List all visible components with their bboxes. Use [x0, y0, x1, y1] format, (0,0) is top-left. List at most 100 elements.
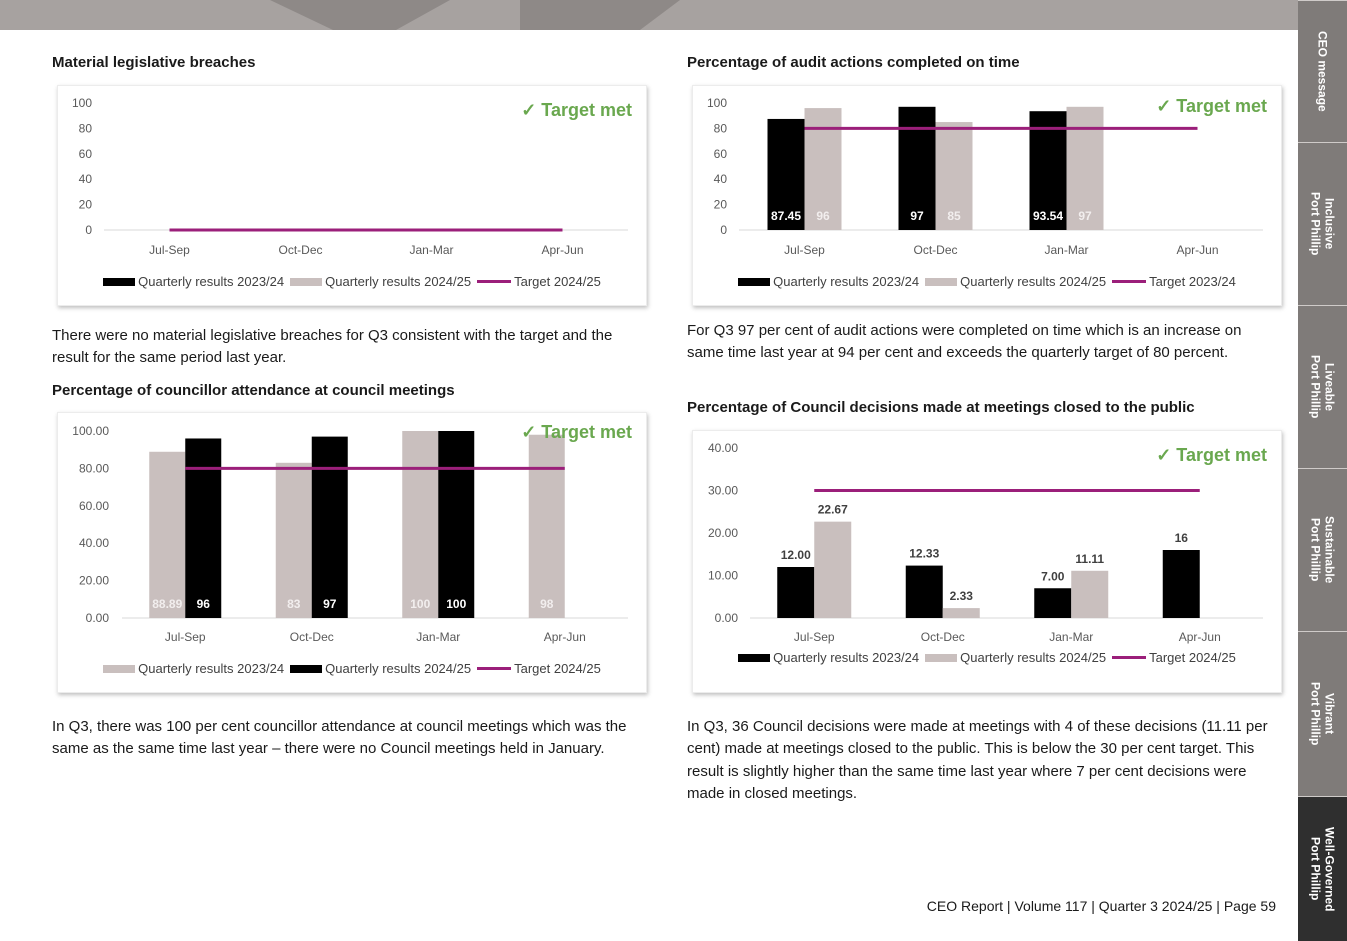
section-tabs: CEO message Inclusive Port Phillip Livea…	[1298, 0, 1347, 941]
tab-label: Vibrant Port Phillip	[1308, 682, 1337, 746]
target-met-label: ✓ Target met	[521, 422, 632, 442]
legend-swatch	[290, 277, 323, 286]
audit-paragraph: For Q3 97 per cent of audit actions were…	[687, 322, 1242, 362]
legend-label: Quarterly results 2024/25	[325, 274, 472, 289]
data-label: 12.33	[909, 547, 939, 561]
x-tick-label: Jan-Mar	[416, 630, 460, 644]
bar	[935, 122, 973, 230]
x-tick-label: Jan-Mar	[1049, 630, 1093, 644]
y-tick-label: 40	[714, 172, 728, 186]
legend-label: Quarterly results 2023/24	[138, 661, 285, 676]
bar	[1071, 570, 1109, 618]
x-tick-label: Oct-Dec	[278, 243, 322, 257]
legend-item: Target 2024/25	[477, 274, 601, 289]
legend-label: Quarterly results 2024/25	[960, 274, 1107, 289]
tab-well-governed[interactable]: Well-Governed Port Phillip	[1298, 796, 1347, 941]
legend-item: Quarterly results 2024/25	[290, 661, 471, 676]
y-tick-label: 20.00	[79, 574, 109, 588]
x-tick-label: Oct-Dec	[290, 630, 334, 644]
breaches-paragraph: There were no material legislative breac…	[52, 327, 613, 367]
x-tick-label: Jan-Mar	[1044, 243, 1088, 257]
tab-vibrant[interactable]: Vibrant Port Phillip	[1298, 631, 1347, 796]
closed-plot: 0.00 10.00 20.00 30.00 40.00 Jul-Sep 12.00 22.6…	[708, 441, 1263, 644]
tab-inclusive[interactable]: Inclusive Port Phillip	[1298, 142, 1347, 305]
x-tick-label: Jul-Sep	[794, 630, 835, 644]
legend-item: Target 2024/25	[1112, 650, 1236, 665]
y-tick-label: 20.00	[708, 526, 738, 540]
legend-swatch	[925, 277, 958, 286]
bar	[311, 436, 348, 618]
y-tick-label: 80	[79, 121, 93, 135]
legend-label: Target 2024/25	[1149, 650, 1236, 665]
bar	[1162, 550, 1200, 618]
y-tick-label: 20	[79, 198, 93, 212]
y-tick-label: 10.00	[708, 569, 738, 583]
legend-label: Quarterly results 2024/25	[325, 661, 472, 676]
legend-line	[1112, 280, 1147, 283]
bar	[767, 118, 805, 230]
target-met-label: ✓ Target met	[521, 100, 632, 120]
x-tick-label: Jul-Sep	[784, 243, 825, 257]
legend-item: Quarterly results 2023/24	[738, 274, 919, 289]
legend-item: Quarterly results 2024/25	[925, 650, 1106, 665]
tab-sustainable[interactable]: Sustainable Port Phillip	[1298, 468, 1347, 631]
chart-legend: Quarterly results 2023/24 Quarterly resul…	[693, 650, 1281, 665]
legend-swatch	[738, 653, 771, 662]
y-tick-label: 30.00	[708, 484, 738, 498]
legend-label: Quarterly results 2024/25	[960, 650, 1107, 665]
bar	[528, 434, 565, 618]
audit-plot: 0 20 40 60 80 100 Jul-Sep 87.45 96 Oct-Dec 97 85 Jan…	[707, 96, 1263, 257]
data-label: 93.54	[1033, 209, 1063, 223]
data-label: 12.00	[781, 548, 811, 562]
legend-label: Target 2024/25	[514, 274, 601, 289]
data-label: 22.67	[818, 503, 848, 517]
attendance-chart: 0.00 20.00 40.00 60.00 80.00 100.00 Jul-Sep 88.…	[57, 412, 647, 693]
legend-line	[477, 667, 512, 670]
bar	[438, 431, 475, 618]
x-tick-label: Apr-Jun	[541, 243, 583, 257]
tab-label: Well-Governed Port Phillip	[1308, 826, 1337, 912]
bar	[942, 608, 980, 618]
legend-label: Quarterly results 2023/24	[773, 650, 920, 665]
legend-item: Quarterly results 2024/25	[290, 274, 471, 289]
tab-ceo-message[interactable]: CEO message	[1298, 0, 1347, 142]
legend-line	[477, 280, 512, 283]
data-label: 97	[1078, 209, 1092, 223]
y-tick-label: 40	[79, 172, 93, 186]
bar	[1034, 588, 1072, 618]
target-met-label: ✓ Target met	[1156, 445, 1267, 465]
tab-label: Inclusive Port Phillip	[1308, 192, 1337, 256]
page-footer: CEO Report | Volume 117 | Quarter 3 2024…	[926, 898, 1276, 914]
legend-label: Target 2024/25	[514, 661, 601, 676]
closed-title: Percentage of Council decisions made at …	[687, 399, 1195, 416]
legend-line	[1112, 656, 1147, 659]
data-label: 97	[910, 209, 924, 223]
bar	[1029, 111, 1067, 230]
y-tick-label: 0	[85, 223, 92, 237]
data-label: 100	[410, 597, 430, 611]
legend-swatch	[103, 277, 136, 286]
x-tick-label: Apr-Jun	[544, 630, 586, 644]
data-label: 97	[323, 597, 337, 611]
chart-legend: Quarterly results 2023/24 Quarterly resul…	[58, 661, 646, 676]
y-tick-label: 40.00	[79, 536, 109, 550]
y-tick-label: 100.00	[72, 424, 109, 438]
top-banner	[0, 0, 1312, 30]
y-tick-label: 60	[714, 147, 728, 161]
data-label: 85	[947, 209, 961, 223]
x-tick-label: Apr-Jun	[1179, 630, 1221, 644]
data-label: 2.33	[950, 589, 974, 603]
attendance-title: Percentage of councillor attendance at c…	[52, 382, 455, 399]
tab-liveable[interactable]: Liveable Port Phillip	[1298, 305, 1347, 468]
closed-paragraph: In Q3, 36 Council decisions were made at…	[687, 718, 1268, 802]
y-tick-label: 80.00	[79, 461, 109, 475]
x-tick-label: Jul-Sep	[165, 630, 206, 644]
data-label: 7.00	[1041, 569, 1065, 583]
y-tick-label: 0.00	[715, 611, 739, 625]
bar	[149, 451, 186, 618]
chart-legend: Quarterly results 2023/24 Quarterly resul…	[693, 274, 1281, 289]
legend-label: Target 2023/24	[1149, 274, 1236, 289]
banner-shape	[270, 0, 450, 30]
y-tick-label: 0	[720, 223, 727, 237]
legend-swatch	[103, 664, 136, 673]
